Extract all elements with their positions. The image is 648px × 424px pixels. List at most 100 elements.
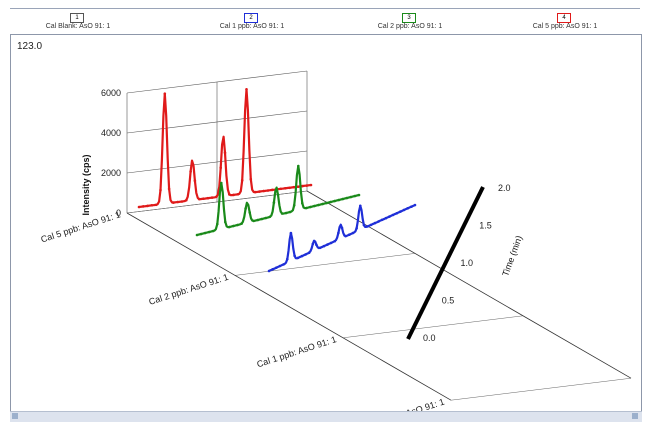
series-cal1-point (311, 242, 315, 246)
series-cal1-point (282, 263, 285, 266)
series-cal1-point (322, 244, 326, 248)
series-cal2-point (276, 193, 280, 197)
series-cal5-point (142, 205, 145, 208)
series-cal1-point (406, 207, 410, 210)
series-cal5-point (283, 187, 287, 190)
series-cal2-point (232, 224, 235, 228)
series-cal5-point (163, 92, 167, 95)
series-cal2-point (203, 231, 207, 235)
series-cal2-point (309, 205, 312, 209)
series-cal1-point (388, 215, 391, 218)
series-cal1-point (267, 269, 271, 273)
series-cal5-point (167, 187, 171, 191)
series-cal1-point (410, 205, 413, 208)
legend-box[interactable]: 3 (402, 13, 416, 23)
series-cal2-point (325, 201, 328, 205)
depth-label: AsO 91: 1 (404, 397, 445, 411)
series-cal5-point (219, 166, 222, 170)
series-cal1-point (278, 264, 282, 268)
horizontal-scrollbar[interactable] (10, 411, 642, 422)
legend-item-cal5[interactable]: 4 Cal 5 ppb: AsO 91: 1 (495, 13, 635, 37)
series-cal5-point (159, 188, 162, 192)
series-cal2-point (268, 215, 272, 219)
series-cal5-point (137, 205, 141, 209)
series-cal1-point (344, 234, 347, 238)
y-tick-label: 0 (116, 208, 121, 218)
y-tick-label: 2000 (101, 168, 121, 178)
series-cal2-point (224, 220, 227, 224)
series-cal2-point (248, 211, 251, 214)
series-cal2-point (260, 217, 264, 221)
plot-frame: 123.0 0 2000 4000 6000 Intensity (cps) Cal 5 … (10, 34, 642, 412)
series-cal5-point (253, 190, 257, 194)
series-cal2-point (252, 219, 255, 223)
series-cal1-point (275, 266, 278, 269)
grid-line (342, 315, 524, 339)
scroll-right-icon[interactable] (632, 413, 638, 419)
series-cal5-point (180, 200, 184, 203)
series-cal2-point (313, 204, 316, 208)
series-cal2-point (280, 212, 284, 215)
series-cal2-point (349, 195, 353, 199)
series-cal5-point (185, 198, 188, 202)
series-cal5-point (266, 189, 270, 192)
series-cal2-point (345, 196, 349, 200)
y-tick-label: 6000 (101, 88, 121, 98)
series-cal2-point (236, 223, 239, 227)
x-tick-label: 1.5 (479, 221, 492, 231)
series-cal1-point (304, 253, 307, 256)
series-cal2-point (333, 199, 337, 203)
series-cal1-point (355, 227, 358, 230)
series-cal1-point (384, 216, 388, 220)
legend-label: Cal Blank: AsO 91: 1 (45, 23, 111, 30)
legend-label: Cal 5 ppb: AsO 91: 1 (532, 23, 598, 30)
legend-bar: 1 Cal Blank: AsO 91: 1 2 Cal 1 ppb: AsO … (10, 8, 640, 35)
legend-item-blank[interactable]: 1 Cal Blank: AsO 91: 1 (8, 13, 148, 37)
series-cal2-point (216, 222, 219, 226)
series-cal2-point (228, 225, 231, 229)
x-axis-label: Time (min) (500, 234, 524, 278)
series-blank (406, 186, 485, 340)
x-tick-label: 0.5 (442, 296, 455, 306)
series-cal1-point (402, 208, 406, 212)
series-cal2-point (288, 210, 292, 214)
series-cal5-point (296, 185, 300, 188)
series-cal2-point (284, 211, 288, 215)
series-cal1-point (300, 254, 304, 258)
series-cal2-point (341, 197, 345, 201)
series-cal5-point (240, 179, 244, 182)
series-cal2-point (301, 202, 304, 205)
series-cal5-point (197, 197, 201, 201)
grid-line (234, 253, 416, 276)
scroll-left-icon[interactable] (12, 413, 18, 419)
legend-item-cal2[interactable]: 3 Cal 2 ppb: AsO 91: 1 (340, 13, 480, 37)
y-axis-label: Intensity (cps) (81, 154, 91, 215)
series-cal5-point (176, 200, 179, 204)
x-tick-label: 0.0 (423, 333, 436, 343)
legend-item-cal1[interactable]: 2 Cal 1 ppb: AsO 91: 1 (182, 13, 322, 37)
series-cal1-point (271, 268, 274, 271)
depth-label: Cal 1 ppb: AsO 91: 1 (256, 334, 338, 369)
legend-box[interactable]: 2 (244, 13, 258, 23)
x-tick-label: 2.0 (498, 183, 511, 193)
series-cal1-point (286, 257, 289, 261)
series-cal1-point (362, 223, 366, 227)
series-cal1-point (351, 231, 355, 235)
series-cal5-point (193, 179, 197, 182)
legend-label: Cal 1 ppb: AsO 91: 1 (219, 23, 285, 30)
series-cal2-point (207, 230, 211, 234)
legend-box[interactable]: 1 (70, 13, 84, 23)
series-cal5-point (249, 177, 253, 181)
series-cal2-point (329, 200, 332, 204)
x-tick-label: 1.0 (461, 258, 474, 268)
series-cal1-point (289, 231, 293, 235)
series-cal1-point (395, 212, 399, 215)
series-cal5-point (189, 170, 192, 173)
series-cal1-point (377, 220, 380, 223)
series-cal2-point (240, 222, 243, 225)
series-cal2-point (305, 206, 308, 210)
channel-label: 123.0 (17, 41, 43, 52)
series-cal1-point (337, 231, 340, 235)
legend-box[interactable]: 4 (557, 13, 571, 23)
series-cal5-point (210, 196, 214, 199)
